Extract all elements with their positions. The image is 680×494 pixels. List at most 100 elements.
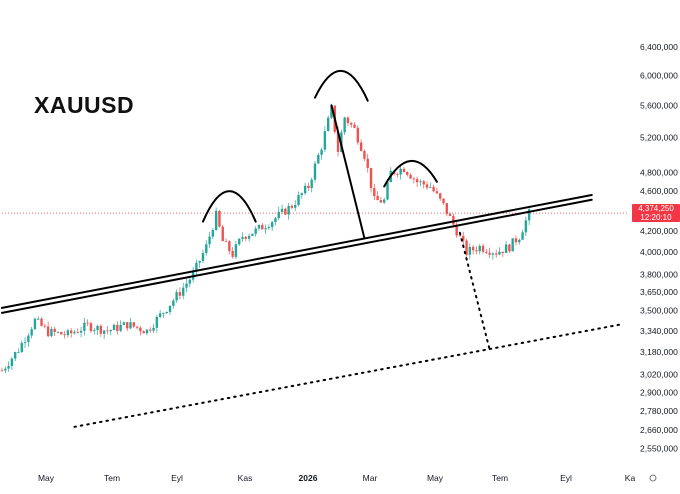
candle-body <box>201 252 205 261</box>
candle-body <box>0 370 4 372</box>
shoulder-arc-2 <box>314 70 369 102</box>
candle-body <box>83 322 86 331</box>
candle-body <box>485 251 488 253</box>
countdown-label: 12:20:10 <box>640 213 672 223</box>
annotation-layer <box>1 70 628 428</box>
candle-body <box>27 335 30 342</box>
candle-body <box>498 251 501 255</box>
candle-body <box>135 326 139 328</box>
y-tick-label: 2,900,000 <box>640 387 678 397</box>
x-tick-label: Eyl <box>171 473 183 483</box>
candle-body <box>527 209 531 221</box>
last-price-label: 4,374,250 <box>638 204 674 214</box>
candle-body <box>468 246 472 255</box>
y-tick-label: 2,780,000 <box>640 406 678 416</box>
y-tick-label: 3,650,000 <box>640 287 678 297</box>
candle-body <box>382 199 386 203</box>
candle-body <box>158 313 162 317</box>
candle-body <box>313 163 317 180</box>
candle-body <box>228 241 231 252</box>
candle-body <box>366 158 369 168</box>
candle-body <box>30 329 33 336</box>
last-price-badge: 4,374,250 12:20:10 <box>632 204 680 223</box>
candle-body <box>106 330 109 332</box>
candle-body <box>363 150 366 159</box>
candle-body <box>287 205 290 215</box>
x-tick-label: May <box>38 473 55 483</box>
candle-body <box>518 239 521 243</box>
candle-body <box>20 342 23 353</box>
candle-body <box>165 311 168 313</box>
candle-body <box>50 328 53 337</box>
candle-body <box>373 188 376 197</box>
candle-body <box>445 203 448 214</box>
candle-body <box>290 205 294 208</box>
candle-body <box>211 230 215 237</box>
candle-body <box>168 305 172 312</box>
candle-body <box>254 228 257 234</box>
candle-body <box>432 186 435 192</box>
candle-body <box>346 117 350 124</box>
candle-body <box>336 131 340 152</box>
candle-body <box>119 324 122 331</box>
candle-body <box>221 226 224 242</box>
candle-body <box>320 149 323 155</box>
candle-body <box>102 330 106 334</box>
candle-body <box>475 250 478 252</box>
candle-body <box>277 211 280 219</box>
candle-body <box>343 117 346 133</box>
y-tick-label: 3,020,000 <box>640 370 678 380</box>
candle-body <box>13 352 17 359</box>
candle-body <box>109 330 112 332</box>
candle-body <box>126 322 129 329</box>
candle-body <box>178 292 182 296</box>
candle-body <box>86 322 89 324</box>
candle-body <box>46 326 50 337</box>
candle-body <box>376 196 379 201</box>
candle-body <box>300 193 304 196</box>
candle-body <box>326 117 330 132</box>
candle-body <box>23 341 27 343</box>
candle-body <box>264 228 267 230</box>
candle-body <box>511 238 514 252</box>
candle-body <box>386 182 389 200</box>
candle-body <box>96 325 99 331</box>
candle-body <box>471 246 475 251</box>
candle-body <box>455 224 458 236</box>
candle-body <box>478 245 481 252</box>
x-tick-label: 2026 <box>299 473 318 483</box>
head-measure-line <box>330 104 366 240</box>
chart-title: XAUUSD <box>34 92 135 118</box>
candle-body <box>244 236 248 239</box>
candle-body <box>145 329 149 334</box>
candle-body <box>112 324 116 331</box>
x-tick-label: May <box>427 473 444 483</box>
candle-body <box>422 181 425 185</box>
candle-body <box>132 322 135 327</box>
settings-icon <box>649 474 657 482</box>
candle-body <box>521 232 524 240</box>
candle-body <box>218 210 221 227</box>
candle-body <box>116 324 119 331</box>
candle-body <box>406 172 409 175</box>
candle-body <box>307 185 310 189</box>
y-tick-label: 6,400,000 <box>640 42 678 52</box>
candle-body <box>99 325 103 334</box>
candle-body <box>353 124 356 128</box>
neckline-upper <box>1 193 593 309</box>
candle-body <box>458 235 462 237</box>
candle-body <box>452 215 455 225</box>
candle-body <box>267 227 271 229</box>
candle-body <box>152 327 155 331</box>
candle-body <box>284 208 287 215</box>
candle-body <box>412 178 416 180</box>
candle-body <box>274 218 277 223</box>
candle-body <box>448 213 452 216</box>
candle-body <box>142 331 145 334</box>
candle-body <box>429 186 432 188</box>
candle-body <box>172 300 175 306</box>
candle-body <box>402 168 406 173</box>
candle-body <box>247 235 251 239</box>
y-tick-label: 2,550,000 <box>640 444 678 454</box>
candle-body <box>66 330 70 336</box>
